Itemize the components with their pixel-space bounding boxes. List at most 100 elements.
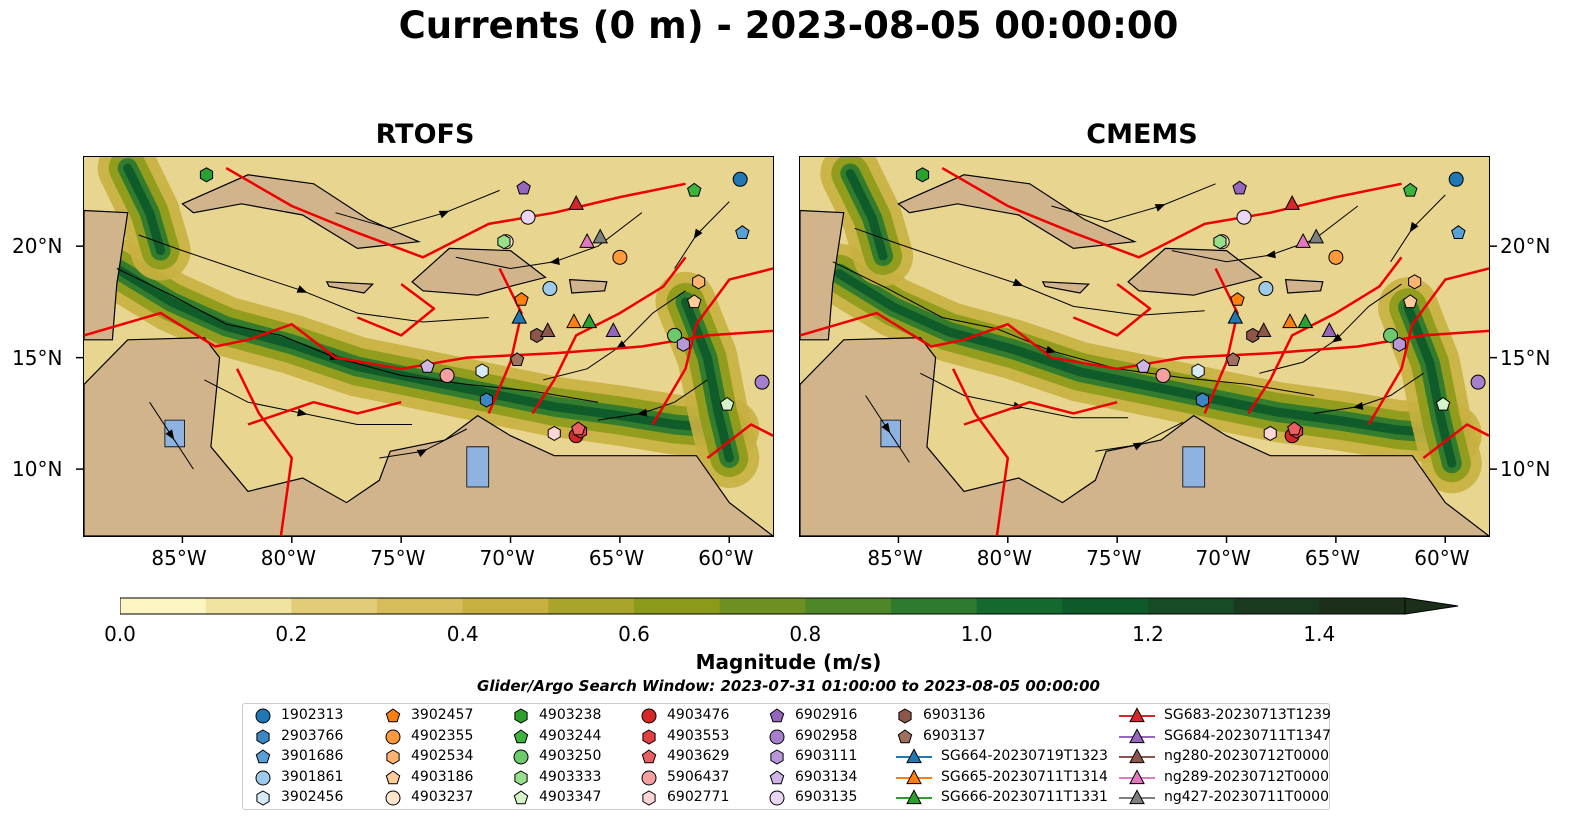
observation-marker[interactable] <box>1392 336 1406 352</box>
legend-marker-icon <box>642 728 656 745</box>
legend-marker-icon <box>385 729 401 744</box>
observation-marker[interactable] <box>1297 313 1314 329</box>
observation-marker[interactable] <box>735 225 750 239</box>
observation-marker[interactable] <box>1136 358 1151 373</box>
observation-marker[interactable] <box>1328 249 1344 265</box>
observation-marker[interactable] <box>1408 274 1422 290</box>
observation-marker[interactable] <box>539 322 556 337</box>
observation-marker[interactable] <box>566 313 582 329</box>
observation-marker[interactable] <box>1435 396 1451 411</box>
colorbar-label: Magnitude (m/s) <box>695 650 882 674</box>
landmass <box>1284 278 1324 294</box>
observation-marker[interactable] <box>1191 363 1205 379</box>
observation-marker[interactable] <box>516 180 531 195</box>
observation-marker[interactable] <box>568 195 584 210</box>
streamline-arrow <box>1012 278 1024 286</box>
observation-marker[interactable] <box>1230 292 1245 306</box>
observation-marker[interactable] <box>1451 225 1466 239</box>
eez-boundary <box>963 400 1118 426</box>
colorbar-tick-label: 0.0 <box>104 622 136 646</box>
legend-marker-icon <box>896 789 932 805</box>
eez-boundary <box>1367 267 1489 426</box>
observation-marker[interactable] <box>579 232 595 248</box>
legend-entry: 3902457 <box>383 705 473 725</box>
observation-marker[interactable] <box>1287 421 1302 436</box>
streamline-arrow <box>297 408 308 417</box>
observation-marker[interactable] <box>520 209 536 225</box>
observation-marker[interactable] <box>1321 322 1338 337</box>
observation-marker[interactable] <box>1403 294 1418 309</box>
observation-marker[interactable] <box>1227 308 1244 324</box>
observation-marker[interactable] <box>732 171 748 187</box>
legend-marker-icon <box>513 728 529 743</box>
eez-boundary <box>706 423 773 459</box>
observation-marker[interactable] <box>1195 392 1209 408</box>
observation-marker[interactable] <box>479 392 493 408</box>
observation-marker[interactable] <box>439 367 455 383</box>
observation-marker[interactable] <box>676 336 690 352</box>
legend-entry: 6903111 <box>767 746 857 766</box>
legend-marker-icon <box>255 708 271 724</box>
observation-marker[interactable] <box>547 425 561 441</box>
legend-marker-icon <box>641 708 657 724</box>
observation-marker[interactable] <box>592 228 609 244</box>
legend-marker-icon <box>769 790 785 806</box>
observation-marker[interactable] <box>581 313 598 329</box>
observation-marker[interactable] <box>1263 425 1277 441</box>
legend-entry: 4903238 <box>511 705 601 725</box>
legend-marker-icon <box>385 708 401 723</box>
observation-marker[interactable] <box>1225 352 1241 366</box>
legend-entry-label: 6903135 <box>795 789 858 805</box>
observation-marker[interactable] <box>1232 180 1247 195</box>
observation-marker[interactable] <box>497 234 511 250</box>
observation-marker[interactable] <box>719 396 735 411</box>
legend-entry-label: SG665-20230711T1314 <box>941 768 1108 785</box>
legend-entry: 4903244 <box>511 726 601 746</box>
observation-marker[interactable] <box>571 421 586 436</box>
observation-marker[interactable] <box>1383 327 1399 343</box>
legend-marker-icon <box>385 790 401 806</box>
observation-marker[interactable] <box>199 167 214 183</box>
observation-marker[interactable] <box>692 274 706 290</box>
x-tick-label: 75°W <box>1086 546 1142 570</box>
observation-marker[interactable] <box>509 352 525 366</box>
observation-marker[interactable] <box>1295 232 1311 248</box>
observation-marker[interactable] <box>1470 374 1486 390</box>
observation-marker[interactable] <box>687 182 702 197</box>
observation-marker[interactable] <box>915 167 930 183</box>
legend-entry-label: 4903244 <box>539 727 602 744</box>
streamline-arrow <box>1154 204 1166 212</box>
observation-marker[interactable] <box>1282 313 1298 329</box>
observation-marker[interactable] <box>542 281 558 297</box>
eez-boundary <box>800 311 1489 371</box>
map-cmems[interactable] <box>799 156 1490 537</box>
legend-entry: 6903136 <box>895 705 985 725</box>
observation-marker[interactable] <box>612 249 628 265</box>
legend-marker-icon <box>255 749 271 764</box>
observation-marker[interactable] <box>1236 209 1252 225</box>
observation-marker[interactable] <box>511 308 528 324</box>
observation-marker[interactable] <box>605 322 622 337</box>
observation-marker[interactable] <box>420 358 435 373</box>
observation-marker[interactable] <box>1284 195 1300 210</box>
observation-marker[interactable] <box>514 292 529 306</box>
observation-marker[interactable] <box>754 374 770 390</box>
legend-marker-icon <box>641 770 657 785</box>
observation-marker[interactable] <box>1448 171 1464 187</box>
map-rtofs[interactable] <box>83 156 774 537</box>
x-tick-label: 60°W <box>698 546 754 570</box>
observation-marker[interactable] <box>687 294 702 309</box>
legend-entry-label: 6902916 <box>795 707 858 723</box>
eez-boundary <box>225 167 686 259</box>
observation-marker[interactable] <box>1258 281 1274 297</box>
eez-boundary <box>247 400 402 426</box>
observation-marker[interactable] <box>1255 322 1272 337</box>
observation-marker[interactable] <box>475 363 489 379</box>
observation-marker[interactable] <box>1155 367 1171 383</box>
legend-entry-label: 6902771 <box>667 789 730 805</box>
observation-marker[interactable] <box>1213 234 1227 250</box>
observation-marker[interactable] <box>667 327 683 343</box>
x-tick-label: 65°W <box>588 546 645 570</box>
observation-marker[interactable] <box>1403 182 1418 197</box>
observation-marker[interactable] <box>1308 228 1325 244</box>
